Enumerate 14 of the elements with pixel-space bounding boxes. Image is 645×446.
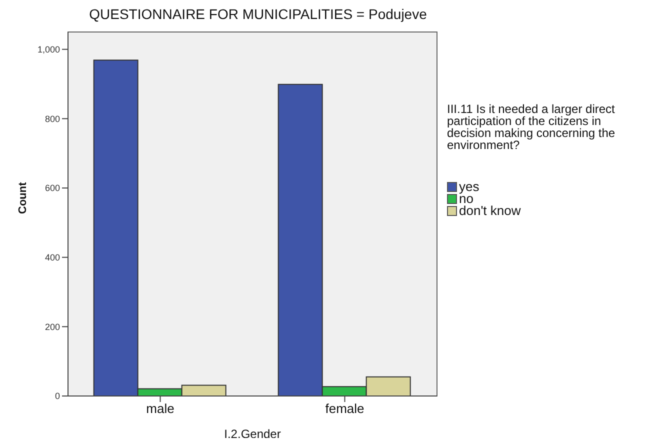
legend-label: yes (458, 179, 480, 194)
y-tick-label: 200 (44, 322, 60, 332)
y-tick-label: 400 (44, 252, 60, 263)
legend-label: don't know (458, 203, 522, 218)
y-tick-label: 0 (54, 391, 60, 402)
legend-title: III.11 Is it needed a larger direct participation of the citizens in decision making concerning the environment? (447, 102, 616, 152)
y-tick-label: 800 (44, 114, 60, 124)
x-axis-title: I.2.Gender (224, 427, 281, 441)
y-tick-label: 600 (44, 183, 60, 194)
x-tick-label: male (146, 401, 174, 416)
y-axis-title: Count (16, 182, 29, 214)
y-tick-label: 1,000 (37, 44, 60, 55)
x-tick-label: female (325, 401, 364, 416)
chart-title: QUESTIONNAIRE FOR MUNICIPALITIES = Podujeve (88, 6, 428, 22)
